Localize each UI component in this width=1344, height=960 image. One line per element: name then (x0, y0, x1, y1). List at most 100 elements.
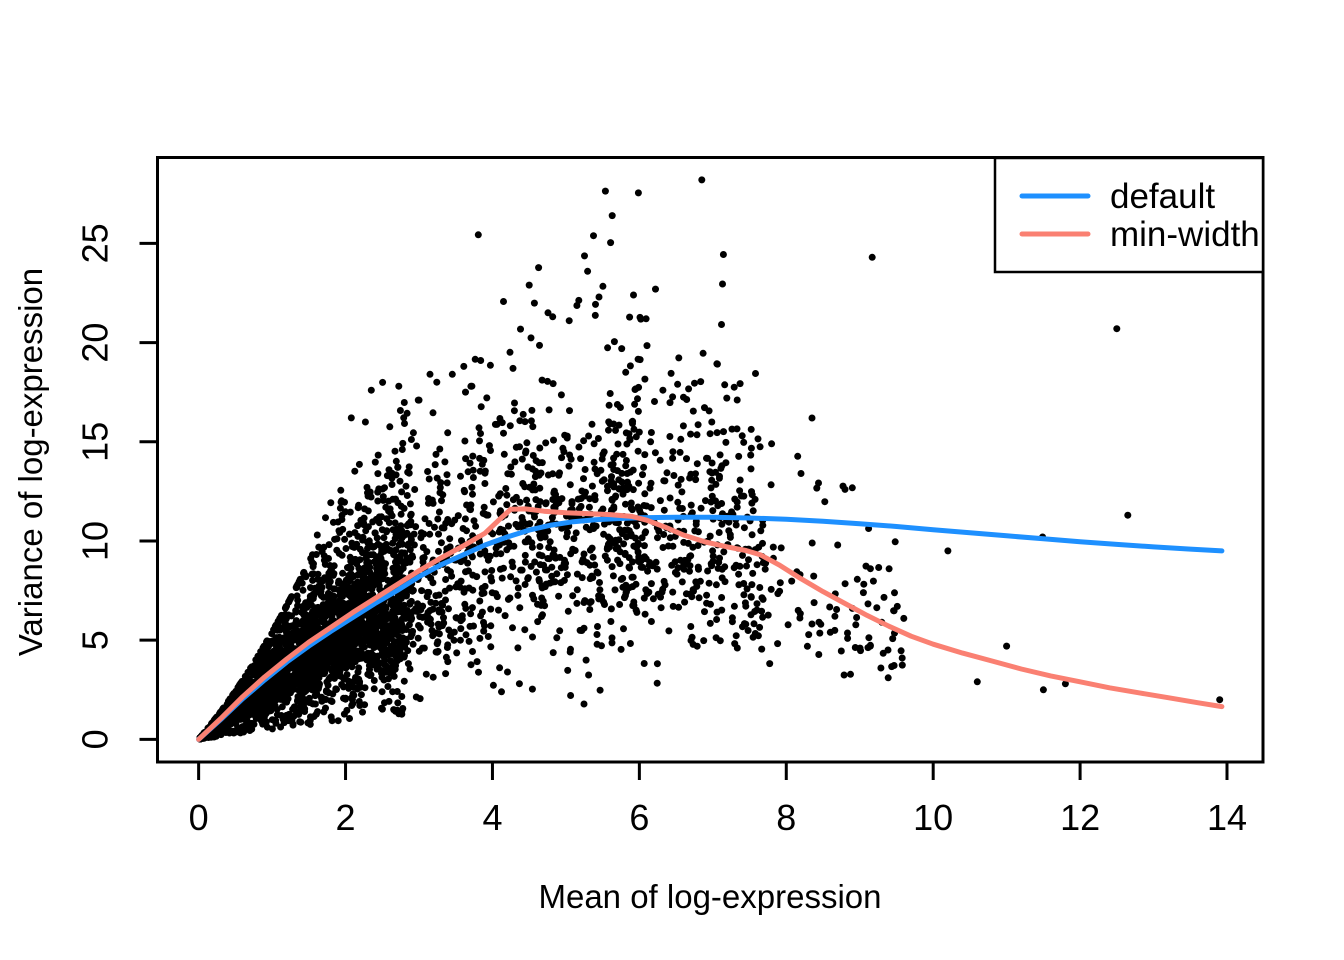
scatter-point (605, 401, 613, 409)
scatter-point (384, 683, 392, 690)
scatter-point (339, 674, 347, 682)
scatter-point (738, 432, 746, 440)
scatter-point (616, 560, 624, 568)
scatter-point (397, 510, 405, 518)
scatter-point (623, 470, 631, 477)
scatter-point (577, 495, 585, 502)
scatter-point (410, 530, 418, 538)
scatter-point (309, 590, 317, 598)
scatter-point (514, 644, 522, 652)
scatter-point (618, 469, 626, 477)
scatter-point (767, 585, 775, 593)
scatter-point (527, 334, 535, 342)
scatter-point (519, 480, 527, 488)
scatter-point (776, 579, 784, 587)
scatter-point (635, 479, 643, 487)
scatter-point (487, 622, 495, 630)
scatter-point (275, 675, 283, 683)
scatter-point (393, 688, 401, 695)
scatter-point (529, 633, 536, 641)
scatter-point (463, 501, 471, 509)
scatter-point (591, 465, 599, 473)
scatter-point (258, 649, 266, 657)
scatter-point (445, 626, 453, 634)
scatter-point (542, 500, 550, 508)
scatter-point (621, 526, 629, 534)
scatter-point (355, 460, 363, 468)
scatter-point (679, 422, 687, 430)
scatter-point (435, 630, 443, 638)
scatter-point (334, 518, 342, 526)
scatter-point (406, 500, 414, 508)
scatter-point (351, 529, 359, 537)
scatter-point (321, 560, 329, 568)
scatter-point (379, 378, 387, 386)
scatter-point (897, 647, 905, 655)
scatter-point (398, 446, 406, 453)
scatter-point (1039, 686, 1047, 694)
scatter-point (564, 607, 572, 615)
scatter-point (314, 708, 322, 716)
scatter-point (320, 708, 328, 716)
x-tick-label: 14 (1207, 797, 1247, 838)
scatter-point (866, 641, 874, 649)
scatter-point (364, 507, 372, 515)
scatter-point (243, 718, 251, 726)
scatter-point (454, 512, 462, 520)
scatter-point (492, 590, 500, 598)
scatter-point (536, 444, 544, 452)
scatter-point (690, 587, 697, 595)
scatter-point (236, 681, 244, 689)
scatter-point (545, 555, 553, 563)
scatter-point (345, 684, 353, 692)
scatter-point (599, 282, 607, 290)
scatter-point (334, 641, 342, 649)
scatter-point (577, 455, 585, 463)
scatter-point (278, 703, 286, 711)
y-tick-label: 0 (75, 729, 116, 749)
scatter-point (611, 586, 619, 594)
scatter-point (416, 624, 424, 632)
scatter-point (877, 664, 885, 672)
scatter-point (348, 586, 356, 594)
scatter-point (487, 605, 495, 613)
scatter-point (478, 608, 486, 616)
scatter-point (538, 613, 545, 620)
scatter-point (657, 604, 665, 612)
scatter-point (485, 442, 493, 450)
scatter-point (753, 561, 761, 569)
scatter-point (591, 311, 599, 319)
scatter-point (600, 448, 608, 456)
scatter-point (596, 586, 604, 594)
scatter-point (606, 390, 614, 397)
scatter-point (428, 627, 436, 634)
scatter-point (496, 415, 504, 422)
scatter-point (410, 541, 418, 549)
scatter-point (265, 696, 273, 704)
scatter-point (634, 189, 642, 197)
scatter-point (400, 504, 408, 512)
scatter-point (686, 474, 694, 482)
scatter-point (409, 640, 417, 648)
scatter-point (691, 379, 698, 387)
scatter-point (580, 550, 588, 558)
scatter-point (604, 482, 611, 490)
scatter-point (671, 569, 679, 576)
scatter-point (366, 542, 374, 550)
scatter-point (273, 711, 281, 719)
scatter-point (596, 579, 603, 586)
scatter-point (438, 608, 446, 616)
scatter-point (735, 452, 743, 460)
scatter-point (413, 442, 421, 450)
scatter-point (681, 598, 689, 606)
scatter-point (383, 639, 391, 647)
scatter-point (399, 439, 407, 447)
scatter-point (589, 553, 597, 561)
scatter-point (445, 605, 452, 613)
scatter-point (434, 515, 442, 523)
scatter-point (557, 391, 565, 399)
scatter-point (756, 443, 764, 451)
scatter-point (532, 467, 540, 475)
scatter-point (357, 626, 365, 634)
scatter-point (706, 430, 714, 438)
